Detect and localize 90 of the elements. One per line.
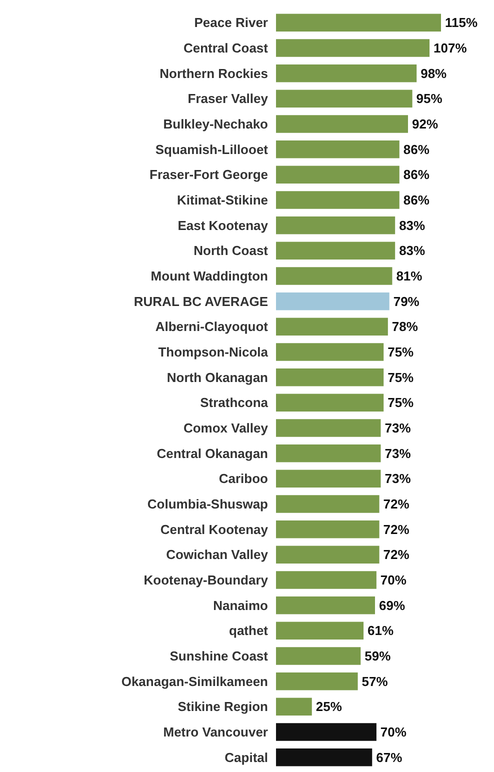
y-tick-label: Central Okanagan bbox=[156, 446, 268, 461]
bar bbox=[276, 39, 430, 57]
bar bbox=[276, 368, 384, 386]
data-label: 69% bbox=[379, 598, 406, 613]
bar bbox=[276, 64, 417, 82]
bar bbox=[276, 444, 381, 462]
data-label: 75% bbox=[388, 395, 414, 410]
bar bbox=[276, 343, 384, 361]
data-label: 79% bbox=[393, 294, 420, 309]
data-label: 57% bbox=[362, 674, 388, 689]
y-tick-label: Strathcona bbox=[200, 395, 269, 410]
y-tick-label: RURAL BC AVERAGE bbox=[134, 294, 268, 309]
bar bbox=[276, 216, 396, 234]
bar bbox=[276, 292, 390, 310]
bar bbox=[276, 596, 375, 614]
bar bbox=[276, 723, 376, 741]
data-label: 72% bbox=[383, 547, 410, 562]
data-label: 83% bbox=[399, 218, 426, 233]
y-tick-label: Kootenay-Boundary bbox=[144, 572, 269, 588]
bar bbox=[276, 546, 380, 564]
data-label: 86% bbox=[403, 192, 430, 208]
y-tick-label: Kitimat-Stikine bbox=[176, 192, 268, 208]
data-label: 70% bbox=[380, 572, 407, 588]
bar bbox=[276, 90, 412, 108]
data-label: 25% bbox=[316, 699, 342, 714]
y-tick-label: qathet bbox=[229, 623, 269, 638]
data-label: 59% bbox=[364, 648, 392, 664]
data-label: 75% bbox=[388, 370, 414, 385]
y-tick-label: Capital bbox=[224, 750, 268, 765]
bar bbox=[276, 495, 380, 513]
y-tick-label: Cowichan Valley bbox=[166, 547, 269, 562]
data-label: 75% bbox=[388, 344, 414, 360]
y-tick-label: Fraser Valley bbox=[188, 91, 269, 106]
data-label: 98% bbox=[420, 66, 448, 81]
data-label: 95% bbox=[416, 91, 443, 106]
bar bbox=[276, 14, 441, 32]
bar bbox=[276, 191, 400, 209]
y-tick-label: Central Coast bbox=[183, 40, 269, 56]
bar bbox=[276, 267, 392, 285]
y-tick-label: North Coast bbox=[194, 243, 269, 258]
data-label: 107% bbox=[434, 40, 468, 56]
y-tick-label: Central Kootenay bbox=[160, 522, 269, 537]
bar bbox=[276, 672, 358, 690]
bar bbox=[276, 115, 408, 133]
data-label: 115% bbox=[445, 15, 478, 30]
data-label: 83% bbox=[399, 243, 426, 258]
bar bbox=[276, 394, 384, 412]
data-label: 72% bbox=[383, 496, 410, 512]
y-tick-label: Squamish-Lillooet bbox=[155, 142, 269, 157]
data-label: 73% bbox=[384, 446, 412, 461]
bar bbox=[276, 419, 381, 437]
y-tick-label: Northern Rockies bbox=[160, 66, 268, 81]
bar bbox=[276, 140, 400, 158]
data-label: 67% bbox=[376, 750, 403, 765]
y-tick-label: Alberni-Clayoquot bbox=[155, 319, 269, 334]
y-tick-label: Peace River bbox=[194, 15, 268, 30]
bar bbox=[276, 520, 380, 538]
y-tick-label: Mount Waddington bbox=[150, 268, 268, 284]
bar bbox=[276, 571, 376, 589]
data-label: 73% bbox=[384, 471, 412, 486]
bar bbox=[276, 698, 312, 716]
data-label: 70% bbox=[380, 724, 407, 740]
y-tick-label: Fraser-Fort George bbox=[150, 167, 268, 182]
data-label: 72% bbox=[383, 522, 410, 537]
bar bbox=[276, 748, 372, 766]
data-label: 92% bbox=[412, 116, 438, 132]
bar bbox=[276, 318, 388, 336]
y-tick-label: Sunshine Coast bbox=[170, 648, 269, 664]
data-label: 78% bbox=[392, 319, 418, 334]
data-label: 86% bbox=[403, 142, 430, 157]
y-tick-label: Cariboo bbox=[218, 471, 268, 486]
bar bbox=[276, 166, 400, 184]
y-tick-label: Okanagan-Similkameen bbox=[121, 674, 268, 689]
bar bbox=[276, 470, 381, 488]
y-tick-label: North Okanagan bbox=[166, 370, 268, 385]
bar bbox=[276, 242, 396, 260]
data-label: 86% bbox=[403, 167, 430, 182]
data-label: 81% bbox=[396, 268, 423, 284]
y-tick-label: Nanaimo bbox=[213, 598, 268, 613]
y-tick-label: East Kootenay bbox=[178, 218, 269, 233]
y-tick-label: Thompson-Nicola bbox=[158, 344, 269, 360]
y-tick-label: Comox Valley bbox=[183, 420, 269, 436]
y-tick-label: Bulkley-Nechako bbox=[163, 116, 268, 132]
y-tick-label: Stikine Region bbox=[178, 699, 268, 714]
y-tick-label: Metro Vancouver bbox=[163, 724, 268, 740]
data-label: 61% bbox=[368, 623, 394, 638]
bar bbox=[276, 622, 364, 640]
data-label: 73% bbox=[384, 420, 412, 436]
y-tick-label: Columbia-Shuswap bbox=[147, 496, 268, 512]
bar bbox=[276, 647, 361, 665]
